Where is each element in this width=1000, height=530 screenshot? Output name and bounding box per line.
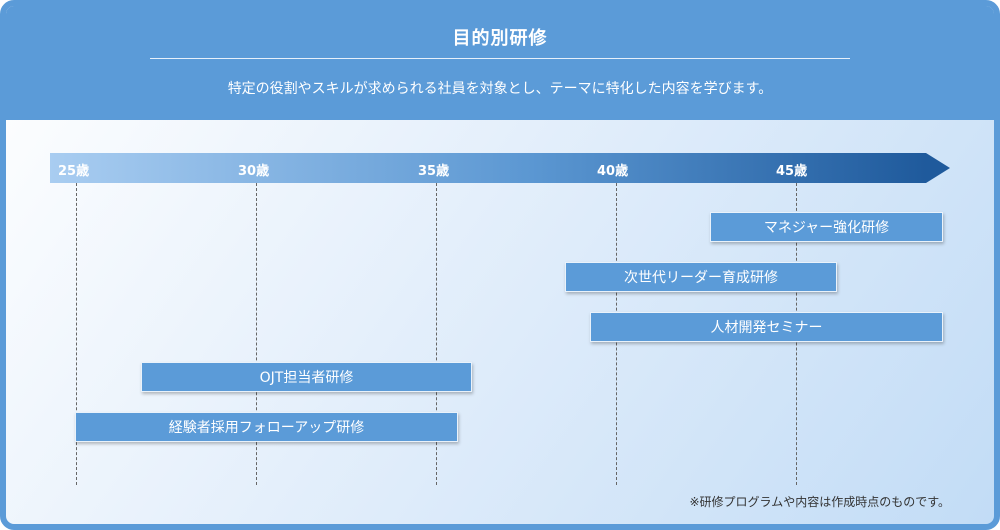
axis-arrow-icon (926, 153, 950, 183)
page-title: 目的別研修 (452, 28, 548, 49)
header-band: 目的別研修 特定の役割やスキルが求められる社員を対象とし、テーマに特化した内容を… (6, 6, 994, 120)
tick-label-45: 45歳 (776, 164, 808, 179)
guide-line-25 (76, 183, 77, 485)
program-manager-training: マネジャー強化研修 (710, 212, 943, 242)
age-axis-bar (50, 153, 926, 183)
program-midcareer-followup-training: 経験者採用フォローアップ研修 (75, 412, 458, 442)
tick-label-35: 35歳 (418, 164, 450, 179)
guide-line-35 (436, 183, 437, 485)
page-subtitle: 特定の役割やスキルが求められる社員を対象とし、テーマに特化した内容を学びます。 (227, 81, 773, 97)
guide-line-30 (256, 183, 257, 485)
program-hr-development-seminar: 人材開発セミナー (590, 312, 943, 342)
program-ojt-trainer-training: OJT担当者研修 (141, 362, 472, 392)
footnote: ※研修プログラムや内容は作成時点のものです。 (689, 495, 951, 509)
title-divider (150, 58, 850, 59)
program-next-leader-training: 次世代リーダー育成研修 (565, 262, 837, 292)
tick-label-30: 30歳 (238, 164, 270, 179)
tick-label-25: 25歳 (58, 164, 90, 179)
tick-label-40: 40歳 (597, 164, 629, 179)
